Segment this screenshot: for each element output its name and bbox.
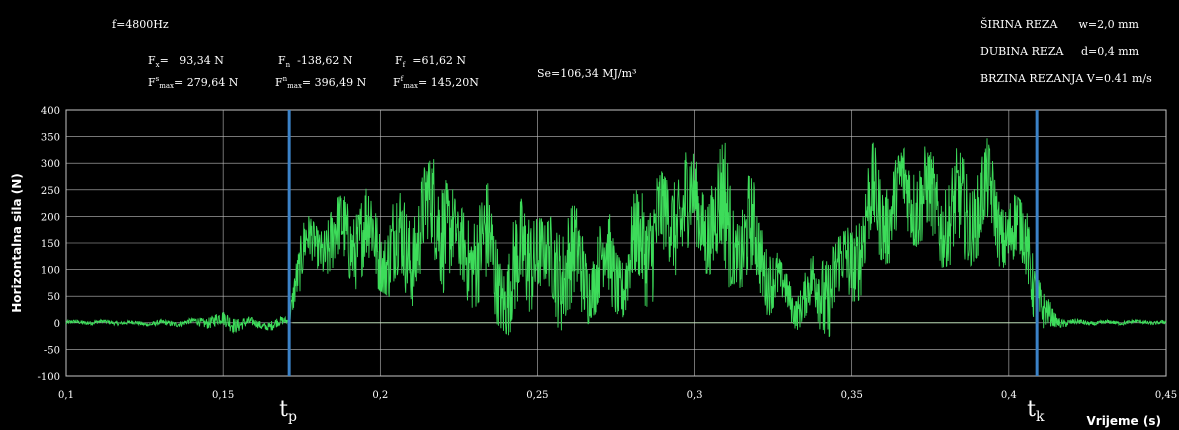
- x-tick-labels: 0,1 0,15 0,2 0,25 0,3 0,35 0,4 0,45: [58, 390, 1177, 401]
- stat-fn-max: Fnmax= 396,49 N: [275, 75, 367, 90]
- y-tick-label: 0: [54, 319, 60, 330]
- x-tick-label: 0,2: [372, 390, 388, 401]
- x-axis-label: Vrijeme (s): [1086, 414, 1161, 428]
- y-tick-label: 150: [41, 239, 60, 250]
- stat-ff-max: Ffmax= 145,20N: [393, 75, 479, 90]
- x-tick-label: 0,4: [1001, 390, 1017, 401]
- param-width: ŠIRINA REZA w=2,0 mm: [980, 17, 1140, 31]
- stat-fs-max: Fsmax= 279,64 N: [148, 75, 239, 90]
- force-signal-line: [65, 138, 1167, 338]
- x-tick-label: 0,25: [526, 390, 548, 401]
- frequency-label: f=4800Hz: [112, 18, 169, 31]
- y-tick-labels: 400 350 300 250 200 150 100 50 0 -50 -100: [38, 106, 60, 383]
- y-tick-label: 300: [41, 159, 60, 170]
- stat-ff: Ff =61,62 N: [395, 54, 466, 69]
- y-axis-label: Horizontalna sila (N): [10, 173, 24, 313]
- stat-fx: Fx= 93,34 N: [148, 54, 224, 69]
- stats-row-1: Fx= 93,34 N Fn -138,62 N Ff =61,62 N: [148, 54, 466, 69]
- param-speed: BRZINA REZANJA V=0.41 m/s: [980, 72, 1152, 85]
- marker-label-tk: tk: [1027, 397, 1045, 425]
- x-tick-label: 0,35: [841, 390, 863, 401]
- param-depth: DUBINA REZA d=0,4 mm: [980, 45, 1140, 58]
- time-markers: tp tk: [279, 110, 1045, 425]
- y-tick-label: 250: [41, 186, 60, 197]
- x-tick-label: 0,1: [58, 390, 74, 401]
- specific-energy-label: Se=106,34 MJ/m³: [537, 67, 636, 80]
- cutting-params: ŠIRINA REZA w=2,0 mm DUBINA REZA d=0,4 m…: [980, 17, 1152, 85]
- marker-label-tp: tp: [279, 397, 297, 425]
- x-tick-label: 0,15: [212, 390, 234, 401]
- y-tick-label: 50: [47, 292, 60, 303]
- stats-row-2: Fsmax= 279,64 N Fnmax= 396,49 N Ffmax= 1…: [148, 75, 479, 90]
- x-tick-label: 0,3: [687, 390, 703, 401]
- y-tick-label: 350: [41, 133, 60, 144]
- y-tick-label: 400: [41, 106, 60, 117]
- y-tick-label: -50: [44, 345, 60, 356]
- x-tick-label: 0,45: [1155, 390, 1177, 401]
- y-tick-label: 200: [41, 212, 60, 223]
- y-tick-label: 100: [41, 266, 60, 277]
- stat-fn: Fn -138,62 N: [278, 54, 353, 69]
- y-tick-label: -100: [38, 372, 60, 383]
